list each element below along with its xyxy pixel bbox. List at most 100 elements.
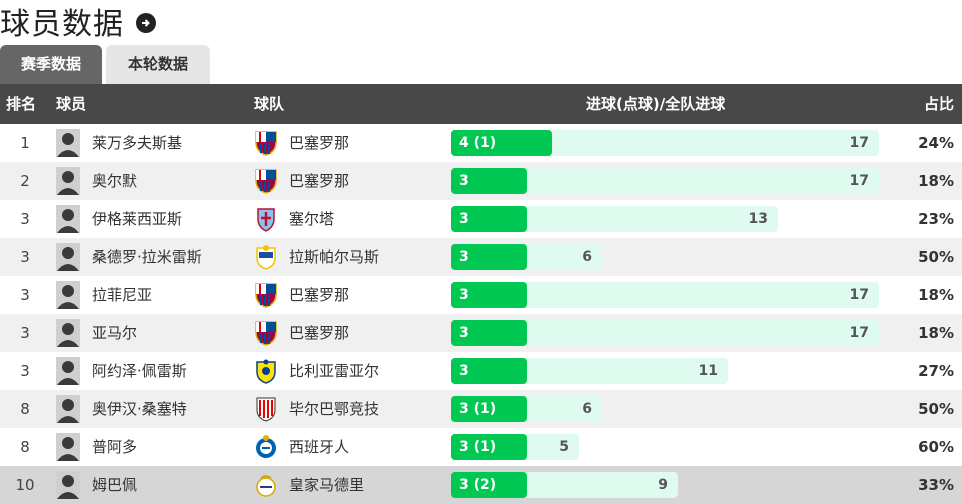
rank-cell: 10: [15, 476, 35, 494]
team-name-link[interactable]: 巴塞罗那: [289, 286, 350, 304]
player-avatar-icon: [56, 167, 80, 195]
team-name-link[interactable]: 毕尔巴鄂竞技: [289, 400, 380, 418]
player-name-link[interactable]: 奥伊汉·桑塞特: [92, 400, 187, 418]
team-name-link[interactable]: 比利亚雷亚尔: [289, 362, 380, 380]
player-goals-bar: 3 (1): [451, 434, 527, 460]
goal-share-pct: 18%: [918, 324, 954, 342]
espanyol-crest-icon: [254, 434, 278, 460]
team-name-link[interactable]: 巴塞罗那: [289, 134, 350, 152]
goal-share-pct: 60%: [918, 438, 954, 456]
player-goals-bar: 3: [451, 320, 527, 346]
barcelona-crest-icon: [254, 320, 278, 346]
team-goals-total: 17: [849, 325, 869, 341]
team-goals-total: 5: [559, 439, 569, 455]
player-name-link[interactable]: 莱万多夫斯基: [92, 134, 183, 152]
page-title: 球员数据: [0, 7, 124, 42]
player-name-link[interactable]: 奥尔默: [92, 172, 138, 190]
goal-share-pct: 18%: [918, 286, 954, 304]
player-avatar-icon: [56, 395, 80, 423]
table-body: 1 莱万多夫斯基 巴塞罗那 4 (1) 17 24% 2: [0, 124, 962, 504]
player-avatar-icon: [56, 129, 80, 157]
tab-season-stats[interactable]: 赛季数据: [0, 45, 102, 84]
rank-cell: 3: [20, 324, 30, 342]
rank-cell: 3: [20, 248, 30, 266]
goal-share-pct: 24%: [918, 134, 954, 152]
player-goals-bar: 3: [451, 244, 527, 270]
laspalmas-crest-icon: [254, 244, 278, 270]
player-name-link[interactable]: 桑德罗·拉米雷斯: [92, 248, 202, 266]
header-team: 球队: [254, 95, 285, 113]
rank-cell: 8: [20, 400, 30, 418]
table-row[interactable]: 3 阿约泽·佩雷斯 比利亚雷亚尔 3 11 27%: [0, 352, 962, 390]
table-row[interactable]: 3 伊格莱西亚斯 塞尔塔 3 13 23%: [0, 200, 962, 238]
rank-cell: 3: [20, 286, 30, 304]
player-goals-bar: 3: [451, 358, 527, 384]
rank-cell: 1: [20, 134, 30, 152]
goal-share-pct: 50%: [918, 400, 954, 418]
table-row[interactable]: 2 奥尔默 巴塞罗那 3 17 18%: [0, 162, 962, 200]
rank-cell: 3: [20, 362, 30, 380]
player-goals-bar: 3: [451, 282, 527, 308]
team-name-link[interactable]: 塞尔塔: [289, 210, 335, 228]
player-avatar-icon: [56, 471, 80, 499]
celta-crest-icon: [254, 206, 278, 232]
player-avatar-icon: [56, 319, 80, 347]
header-pct: 占比: [923, 95, 954, 113]
player-name-link[interactable]: 普阿多: [92, 438, 138, 456]
team-name-link[interactable]: 皇家马德里: [289, 476, 365, 494]
team-goals-total: 17: [849, 173, 869, 189]
rank-cell: 8: [20, 438, 30, 456]
team-goals-total: 9: [658, 477, 668, 493]
tab-round-stats[interactable]: 本轮数据: [106, 45, 210, 84]
header-player: 球员: [56, 95, 87, 113]
table-row[interactable]: 10 姆巴佩 皇家马德里 3 (2) 9 33%: [0, 466, 962, 504]
team-name-link[interactable]: 巴塞罗那: [289, 172, 350, 190]
realmadrid-crest-icon: [254, 472, 278, 498]
tab-bar: 赛季数据 本轮数据: [0, 45, 214, 84]
player-avatar-icon: [56, 281, 80, 309]
table-row[interactable]: 3 亚马尔 巴塞罗那 3 17 18%: [0, 314, 962, 352]
table-row[interactable]: 8 普阿多 西班牙人 3 (1) 5 60%: [0, 428, 962, 466]
team-goals-total: 17: [849, 287, 869, 303]
player-goals-bar: 4 (1): [451, 130, 552, 156]
goal-share-pct: 50%: [918, 248, 954, 266]
table-header: 排名 球员 球队 进球(点球)/全队进球 占比: [0, 84, 962, 124]
table-row[interactable]: 3 拉菲尼亚 巴塞罗那 3 17 18%: [0, 276, 962, 314]
team-goals-total: 6: [582, 249, 592, 265]
goal-share-pct: 27%: [918, 362, 954, 380]
player-name-link[interactable]: 姆巴佩: [92, 476, 138, 494]
header-rank: 排名: [6, 95, 37, 113]
rank-cell: 3: [20, 210, 30, 228]
player-avatar-icon: [56, 243, 80, 271]
rank-cell: 2: [20, 172, 30, 190]
team-name-link[interactable]: 拉斯帕尔马斯: [289, 248, 380, 266]
player-goals-bar: 3 (2): [451, 472, 527, 498]
player-name-link[interactable]: 阿约泽·佩雷斯: [92, 362, 187, 380]
team-goals-total: 6: [582, 401, 592, 417]
player-avatar-icon: [56, 205, 80, 233]
team-goals-total: 17: [849, 135, 869, 151]
table-row[interactable]: 8 奥伊汉·桑塞特 毕尔巴鄂竞技 3 (1) 6 50%: [0, 390, 962, 428]
player-name-link[interactable]: 亚马尔: [92, 324, 138, 342]
team-name-link[interactable]: 西班牙人: [289, 438, 350, 456]
bilbao-crest-icon: [254, 396, 278, 422]
barcelona-crest-icon: [254, 282, 278, 308]
player-goals-bar: 3: [451, 168, 527, 194]
barcelona-crest-icon: [254, 168, 278, 194]
title-row: 球员数据: [0, 0, 156, 42]
table-row[interactable]: 3 桑德罗·拉米雷斯 拉斯帕尔马斯 3 6 50%: [0, 238, 962, 276]
player-name-link[interactable]: 伊格莱西亚斯: [92, 210, 183, 228]
goal-share-pct: 18%: [918, 172, 954, 190]
goal-share-pct: 23%: [918, 210, 954, 228]
villarreal-crest-icon: [254, 358, 278, 384]
team-goals-total: 11: [698, 363, 718, 379]
team-goals-total: 13: [748, 211, 768, 227]
header-goals: 进球(点球)/全队进球: [586, 95, 726, 113]
player-goals-bar: 3 (1): [451, 396, 527, 422]
player-name-link[interactable]: 拉菲尼亚: [92, 286, 153, 304]
goal-share-pct: 33%: [918, 476, 954, 494]
player-avatar-icon: [56, 357, 80, 385]
arrow-right-circle-icon[interactable]: [136, 13, 156, 33]
table-row[interactable]: 1 莱万多夫斯基 巴塞罗那 4 (1) 17 24%: [0, 124, 962, 162]
team-name-link[interactable]: 巴塞罗那: [289, 324, 350, 342]
